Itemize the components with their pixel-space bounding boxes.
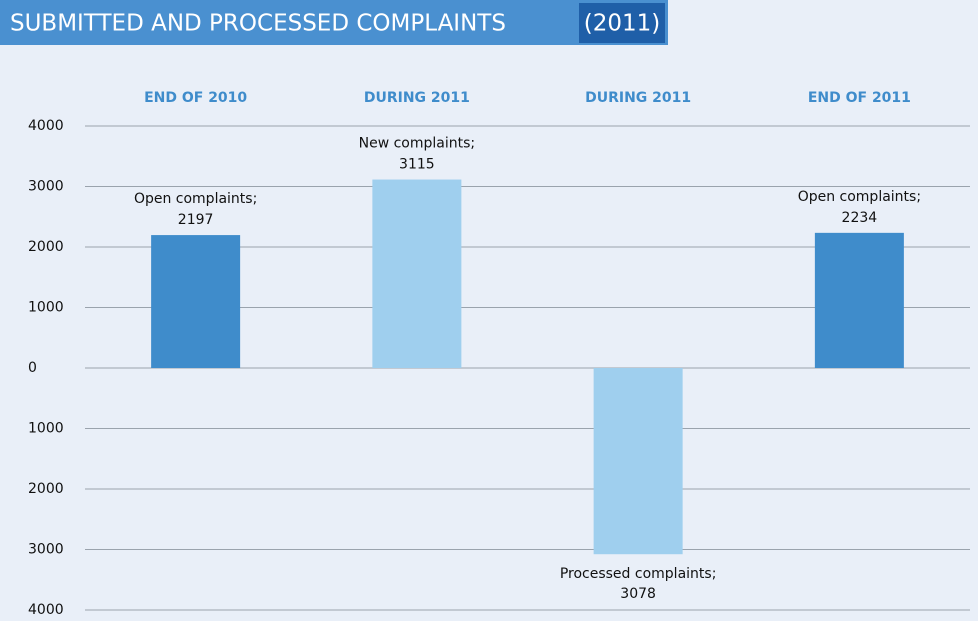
bar [593, 368, 683, 555]
bar-label: Processed complaints; [560, 566, 717, 582]
y-tick-label: 2000 [28, 481, 64, 497]
title-bar [0, 0, 668, 45]
bar [372, 179, 462, 368]
y-tick-label: 3000 [28, 179, 64, 195]
y-tick-label: 2000 [28, 239, 64, 255]
column-header: DURING 2011 [364, 90, 470, 106]
column-header: END OF 2010 [144, 90, 247, 106]
value-label: 2234 [842, 210, 878, 226]
bar-label: New complaints; [359, 136, 476, 152]
column-header: DURING 2011 [585, 90, 691, 106]
y-tick-label: 1000 [28, 300, 64, 316]
value-label: 2197 [178, 212, 214, 228]
y-tick-label: 3000 [28, 542, 64, 558]
bar-label: Open complaints; [798, 189, 921, 205]
subtitle-box [579, 3, 665, 43]
y-tick-label: 1000 [28, 421, 64, 437]
y-tick-label: 4000 [28, 602, 64, 618]
y-tick-label: 0 [28, 360, 37, 376]
chart-title: SUBMITTED AND PROCESSED COMPLAINTS [10, 11, 506, 37]
bar [814, 232, 904, 368]
bar [151, 235, 241, 368]
y-tick-label: 4000 [28, 118, 64, 134]
bar-label: Open complaints; [134, 191, 257, 207]
column-header: END OF 2011 [808, 90, 911, 106]
chart-subtitle: (2011) [584, 11, 660, 37]
value-label: 3078 [620, 586, 656, 602]
value-label: 3115 [399, 157, 435, 173]
